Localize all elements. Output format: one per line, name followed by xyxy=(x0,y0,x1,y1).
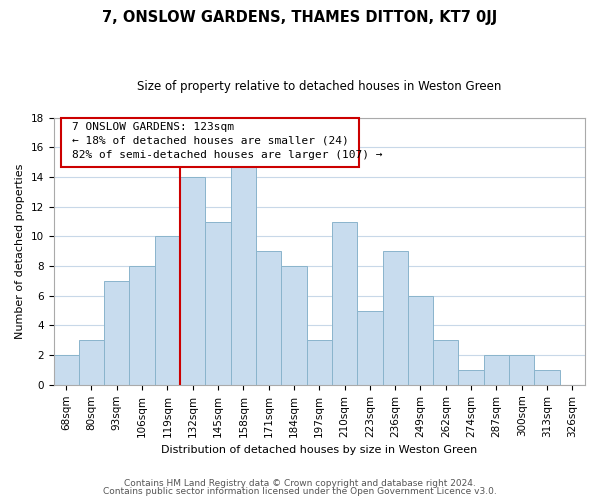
X-axis label: Distribution of detached houses by size in Weston Green: Distribution of detached houses by size … xyxy=(161,445,478,455)
Text: 7 ONSLOW GARDENS: 123sqm
← 18% of detached houses are smaller (24)
82% of semi-d: 7 ONSLOW GARDENS: 123sqm ← 18% of detach… xyxy=(72,122,383,160)
Bar xyxy=(104,281,130,385)
Bar xyxy=(155,236,180,385)
Bar xyxy=(484,355,509,385)
Title: Size of property relative to detached houses in Weston Green: Size of property relative to detached ho… xyxy=(137,80,502,93)
Bar xyxy=(79,340,104,385)
Bar xyxy=(307,340,332,385)
Bar xyxy=(408,296,433,385)
FancyBboxPatch shape xyxy=(61,118,359,167)
Bar xyxy=(180,177,205,385)
Bar xyxy=(130,266,155,385)
Bar xyxy=(281,266,307,385)
Bar xyxy=(53,355,79,385)
Text: Contains HM Land Registry data © Crown copyright and database right 2024.: Contains HM Land Registry data © Crown c… xyxy=(124,478,476,488)
Bar xyxy=(357,310,383,385)
Bar xyxy=(256,252,281,385)
Bar xyxy=(383,252,408,385)
Y-axis label: Number of detached properties: Number of detached properties xyxy=(15,164,25,339)
Text: 7, ONSLOW GARDENS, THAMES DITTON, KT7 0JJ: 7, ONSLOW GARDENS, THAMES DITTON, KT7 0J… xyxy=(103,10,497,25)
Bar xyxy=(509,355,535,385)
Bar xyxy=(230,162,256,385)
Bar xyxy=(433,340,458,385)
Bar xyxy=(205,222,230,385)
Bar xyxy=(535,370,560,385)
Text: Contains public sector information licensed under the Open Government Licence v3: Contains public sector information licen… xyxy=(103,487,497,496)
Bar xyxy=(332,222,357,385)
Bar xyxy=(458,370,484,385)
